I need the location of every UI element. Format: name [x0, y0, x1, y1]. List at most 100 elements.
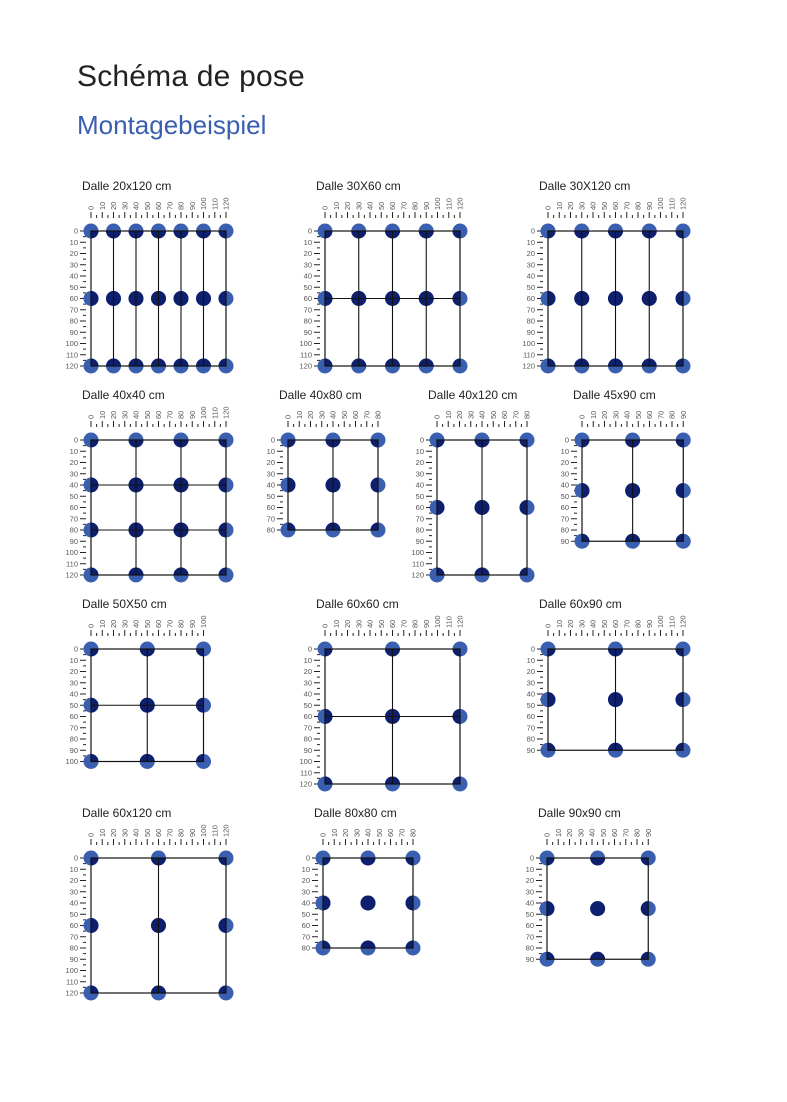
y-tick-label: 50 — [70, 701, 78, 710]
x-tick-label: 120 — [679, 197, 688, 210]
x-tick-label: 10 — [98, 620, 107, 628]
x-tick-label: 30 — [120, 829, 129, 837]
support-pad — [519, 567, 527, 575]
y-tick-label: 110 — [412, 559, 424, 568]
y-tick-label: 40 — [70, 272, 78, 281]
support-pad — [91, 231, 99, 239]
y-tick-label: 60 — [70, 503, 78, 512]
y-tick-label: 120 — [65, 362, 78, 371]
y-tick-label: 120 — [411, 571, 424, 580]
x-tick-label: 90 — [188, 202, 197, 210]
x-tick-label: 60 — [645, 411, 654, 419]
support-pad — [370, 522, 378, 530]
y-tick-label: 100 — [65, 966, 78, 975]
x-tick-label: 110 — [444, 198, 453, 210]
support-pad — [218, 231, 226, 239]
page-subtitle: Montagebeispiel — [77, 110, 267, 140]
support-pad — [405, 858, 413, 866]
x-tick-label: 60 — [611, 202, 620, 210]
y-tick-label: 50 — [416, 492, 424, 501]
support-pad — [91, 649, 99, 657]
y-tick-label: 70 — [70, 932, 78, 941]
x-tick-label: 60 — [611, 620, 620, 628]
support-pad — [91, 567, 99, 575]
x-tick-label: 60 — [388, 202, 397, 210]
y-tick-label: 70 — [526, 932, 534, 941]
x-tick-label: 50 — [143, 411, 152, 419]
support-pad — [91, 291, 99, 306]
x-tick-label: 40 — [132, 620, 141, 628]
y-tick-label: 30 — [70, 678, 78, 687]
x-tick-label: 40 — [366, 620, 375, 628]
x-tick-label: 10 — [330, 829, 339, 837]
y-tick-label: 120 — [299, 362, 312, 371]
y-tick-label: 30 — [416, 469, 424, 478]
x-tick-label: 0 — [321, 624, 330, 628]
y-tick-label: 110 — [300, 768, 312, 777]
support-pad — [437, 500, 445, 515]
x-tick-label: 100 — [199, 197, 208, 210]
support-pad — [218, 358, 226, 366]
x-tick-label: 20 — [109, 620, 118, 628]
y-tick-label: 100 — [65, 757, 78, 766]
x-tick-label: 70 — [511, 411, 520, 419]
diagram-title: Dalle 80x80 cm — [314, 806, 397, 820]
x-tick-label: 100 — [433, 615, 442, 628]
x-tick-label: 50 — [634, 411, 643, 419]
y-tick-label: 60 — [304, 712, 312, 721]
y-tick-label: 70 — [527, 305, 535, 314]
x-tick-label: 30 — [352, 829, 361, 837]
x-tick-label: 60 — [500, 411, 509, 419]
y-tick-label: 40 — [70, 690, 78, 699]
y-tick-label: 50 — [561, 492, 569, 501]
x-tick-label: 120 — [222, 197, 231, 210]
x-tick-label: 50 — [489, 411, 498, 419]
y-tick-label: 40 — [70, 899, 78, 908]
x-tick-label: 20 — [600, 411, 609, 419]
x-tick-label: 110 — [210, 825, 219, 837]
y-tick-label: 30 — [527, 260, 535, 269]
x-tick-label: 30 — [317, 411, 326, 419]
x-tick-label: 120 — [679, 615, 688, 628]
y-tick-label: 30 — [70, 469, 78, 478]
support-pad — [519, 500, 527, 515]
y-tick-label: 0 — [420, 436, 424, 445]
y-tick-label: 70 — [267, 514, 275, 523]
y-tick-label: 70 — [70, 305, 78, 314]
y-tick-label: 30 — [70, 887, 78, 896]
y-tick-label: 0 — [306, 854, 310, 863]
x-tick-label: 0 — [87, 415, 96, 419]
y-tick-label: 0 — [531, 645, 535, 654]
x-tick-label: 0 — [578, 415, 587, 419]
x-tick-label: 10 — [589, 411, 598, 419]
x-tick-label: 50 — [599, 829, 608, 837]
y-tick-label: 40 — [304, 272, 312, 281]
y-tick-label: 20 — [561, 458, 569, 467]
y-tick-label: 100 — [65, 548, 78, 557]
support-pad — [640, 901, 649, 917]
y-tick-label: 0 — [74, 227, 78, 236]
y-tick-label: 60 — [70, 294, 78, 303]
y-tick-label: 90 — [526, 955, 534, 964]
y-tick-label: 40 — [302, 899, 310, 908]
y-tick-label: 80 — [70, 526, 78, 535]
x-tick-label: 50 — [600, 202, 609, 210]
support-pad — [370, 477, 378, 493]
support-pad — [548, 692, 556, 708]
tile-frame — [546, 857, 649, 960]
y-tick-label: 40 — [527, 690, 535, 699]
support-pad — [675, 533, 684, 542]
support-pad — [91, 440, 99, 448]
x-tick-label: 80 — [177, 411, 186, 419]
y-tick-label: 70 — [70, 723, 78, 732]
y-tick-label: 10 — [561, 447, 569, 456]
diagram-6: Dalle 45x90 cm0 10 20 30 40 50 60 70 80 900102030… — [561, 388, 691, 549]
x-tick-label: 70 — [165, 620, 174, 628]
y-tick-label: 20 — [526, 876, 534, 885]
x-tick-label: 0 — [87, 624, 96, 628]
support-pad — [437, 440, 445, 448]
y-tick-label: 80 — [527, 735, 535, 744]
y-tick-label: 30 — [304, 678, 312, 687]
y-tick-label: 20 — [70, 667, 78, 676]
x-tick-label: 70 — [397, 829, 406, 837]
